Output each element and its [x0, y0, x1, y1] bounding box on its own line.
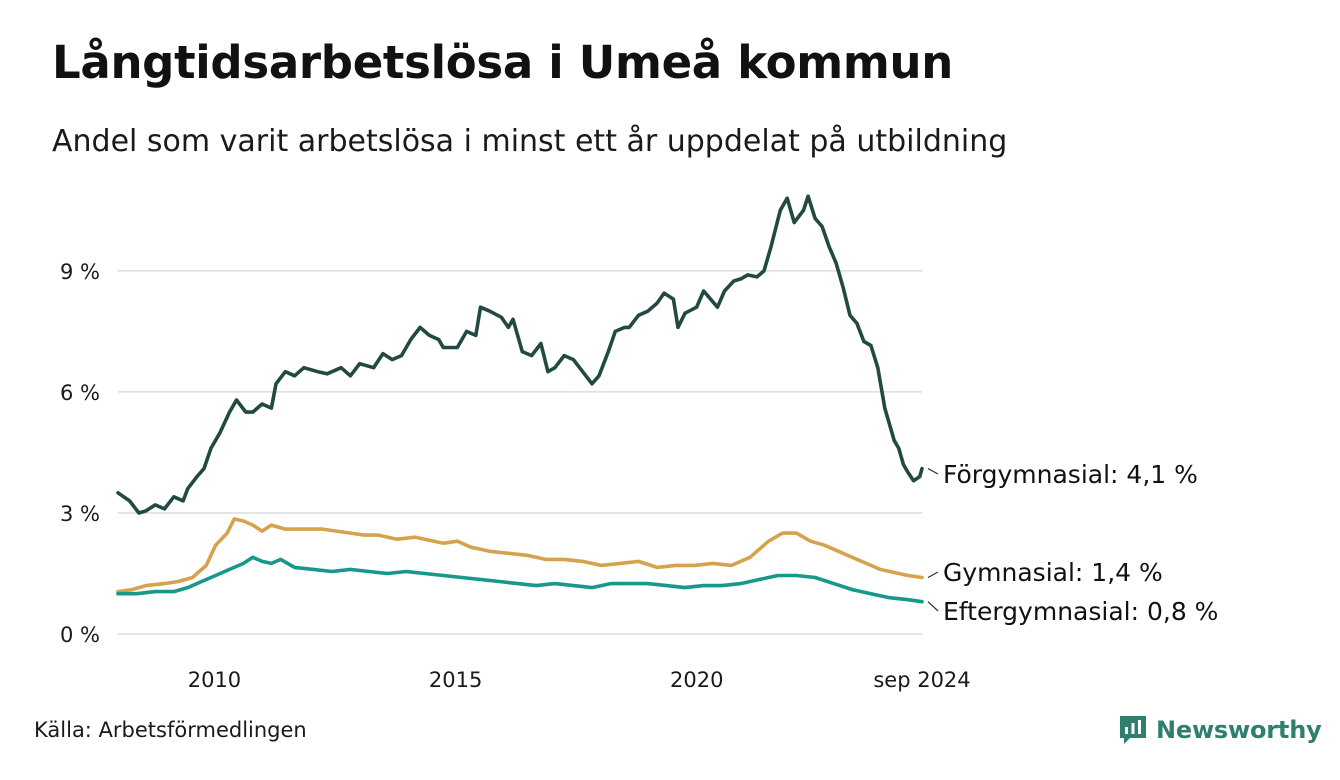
series-line-forgymnasial	[116, 194, 924, 515]
source-note: Källa: Arbetsförmedlingen	[34, 718, 307, 742]
y-tick-label-0: 0 %	[60, 623, 100, 647]
label-connector-forgymnasial	[927, 468, 939, 475]
label-connector-eftergymnasial	[927, 601, 939, 612]
chart-subtitle: Andel som varit arbetslösa i minst ett å…	[52, 124, 1008, 159]
brand-name: Newsworthy	[1156, 716, 1322, 744]
x-tick-label-1: 2015	[429, 668, 482, 692]
y-tick-label-3: 9 %	[60, 260, 100, 284]
line-chart: 0 % 3 % 6 % 9 % 2010 2015 2020 sep 2024 Förgym…	[60, 194, 1218, 692]
x-tick-label-2: 2020	[670, 668, 723, 692]
y-axis-ticks: 0 % 3 % 6 % 9 %	[60, 260, 100, 647]
end-label-forgymnasial: Förgymnasial: 4,1 %	[943, 460, 1198, 489]
label-connector-gymnasial	[927, 571, 939, 579]
grid-layer	[118, 270, 922, 635]
series-line-eftergymnasial	[116, 555, 924, 604]
series-layer	[116, 194, 924, 604]
chart-title: Långtidsarbetslösa i Umeå kommun	[52, 36, 953, 89]
end-label-eftergymnasial: Eftergymnasial: 0,8 %	[943, 597, 1218, 626]
series-end-labels: Förgymnasial: 4,1 % Gymnasial: 1,4 % Efter…	[927, 460, 1218, 626]
x-tick-label-0: 2010	[188, 668, 241, 692]
y-tick-label-1: 3 %	[60, 502, 100, 526]
series-line-gymnasial	[116, 517, 924, 594]
end-label-gymnasial: Gymnasial: 1,4 %	[943, 558, 1163, 587]
y-tick-label-2: 6 %	[60, 381, 100, 405]
brand-logo: Newsworthy	[1118, 714, 1322, 746]
x-tick-label-3: sep 2024	[873, 668, 970, 692]
x-axis-ticks: 2010 2015 2020 sep 2024	[188, 668, 971, 692]
newsworthy-icon	[1120, 716, 1146, 744]
